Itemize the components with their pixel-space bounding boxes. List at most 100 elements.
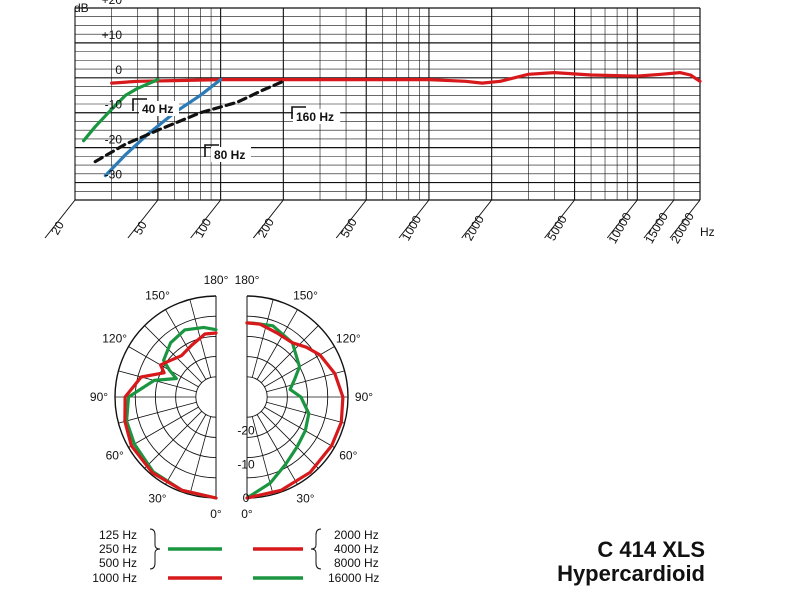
x-tick-label: 20 [48,218,67,237]
polar-angle-label: 0° [210,507,222,521]
annotation-box [211,147,251,162]
polar-angle-label: 60° [339,449,357,463]
polar-spoke [118,401,197,424]
frequency-series [82,71,702,178]
polar-curve-right-green [245,321,311,500]
polar-spoke [128,346,199,388]
x-tick-mark [669,199,701,239]
x-tick-label: 2000 [461,213,487,243]
x-tick-mark [127,199,159,239]
x-tick-mark [190,199,222,239]
frequency-grid [44,7,701,239]
series-line-red [110,71,702,85]
y-tick-label: -20 [105,133,123,147]
polar-curve-left-green [125,325,218,500]
x-tick-label: 20000 [668,210,697,246]
polar-labels: 0° 0° 30° 30° 60° 60° 90° 90° 120° 120° 150° 150° 18… [90,273,373,521]
polar-angle-label: 60° [106,449,124,463]
annotation-bracket [132,98,147,111]
y-tick-label: -10 [105,98,123,112]
x-tick-label: 100 [192,216,214,241]
annotation-bracket [204,144,219,157]
polar-spoke [165,309,207,380]
series-line-black-dashed [93,79,285,164]
x-tick-mark [606,199,638,239]
series-line-blue [103,78,223,178]
x-tick-mark [44,199,76,239]
polar-spoke [144,411,202,469]
y-tick-label: +20 [102,0,123,7]
polar-curve-left-red [123,331,218,500]
legend-label: 2000 Hz [334,528,379,542]
polar-ring [246,376,268,418]
polar-angle-label: 180° [235,273,260,287]
polar-angle-label: 120° [336,332,361,346]
frequency-response-chart: dB +20 +10 0 -10 -20 -30 20 50 100 200 500 1000 2000 5… [44,0,715,246]
polar-angle-label: 90° [355,390,373,404]
x-tick-label: 500 [338,216,360,241]
polar-angle-label: 30° [148,491,166,505]
x-tick-mark [544,199,575,239]
annotation-label: 40 Hz [142,102,173,116]
x-tick-mark [643,199,675,239]
annotation-label: 160 Hz [296,110,334,124]
y-axis-label: dB [74,1,89,15]
x-tick-label: 200 [255,216,277,241]
polar-spoke [144,325,202,383]
annotation-box [293,109,341,124]
y-tick-label: -30 [105,168,123,182]
y-tick-label: 0 [115,63,122,77]
legend-brace [149,528,161,570]
model-name: C 414 XLS [597,537,705,562]
polar-angle-label: 0° [241,507,253,521]
polar-ring-label: -10 [237,457,255,471]
x-tick-mark [252,199,284,239]
polar-spoke [256,309,298,380]
annotation-bracket [291,106,306,119]
polar-spoke [261,411,319,469]
polar-spoke [261,325,319,383]
polar-spoke [266,370,345,393]
polar-spoke [165,414,207,485]
x-tick-label: 50 [131,218,150,237]
polar-spoke [264,406,335,448]
legend-brace [310,528,322,570]
legend-label: 1000 Hz [92,571,137,585]
x-tick-mark [461,199,493,239]
x-tick-label: 1000 [399,213,425,243]
series-line-green [82,78,160,143]
legend-label: 250 Hz [99,542,137,556]
polar-ring-label: 0 [243,491,250,505]
polar-angle-label: 180° [204,273,229,287]
frequency-labels: dB +20 +10 0 -10 -20 -30 20 50 100 200 500 1000 2000 5… [48,0,715,246]
polar-angle-label: 90° [90,390,108,404]
x-tick-label: 5000 [544,213,570,243]
polar-spoke [256,414,298,485]
x-tick-mark [398,199,430,239]
polar-ring [195,376,217,418]
legend-label: 16000 Hz [328,571,379,585]
polar-spoke [266,401,345,424]
polar-curve-right-red [245,321,345,500]
polar-spoke [128,406,199,448]
polar-angle-label: 150° [145,289,170,303]
polar-angle-label: 30° [296,491,314,505]
model-label: C 414 XLS Hypercardioid [520,538,705,586]
legend-label: 500 Hz [99,556,137,570]
x-tick-label: 15000 [642,210,671,246]
x-tick-label: 10000 [605,210,634,246]
polar-angle-label: 150° [293,289,318,303]
legend-label: 4000 Hz [334,542,379,556]
polar-pattern-chart: 0° 0° 30° 30° 60° 60° 90° 90° 120° 120° 150° 150° 18… [90,273,373,521]
pattern-name: Hypercardioid [557,561,705,586]
annotation-label: 80 Hz [214,148,245,162]
polar-spoke [251,299,274,378]
polar-series [123,321,345,500]
y-tick-label: +10 [102,28,123,42]
legend-label: 125 Hz [99,528,137,542]
polar-spoke [189,416,212,495]
x-tick-mark [335,199,367,239]
legend-label: 8000 Hz [334,556,379,570]
